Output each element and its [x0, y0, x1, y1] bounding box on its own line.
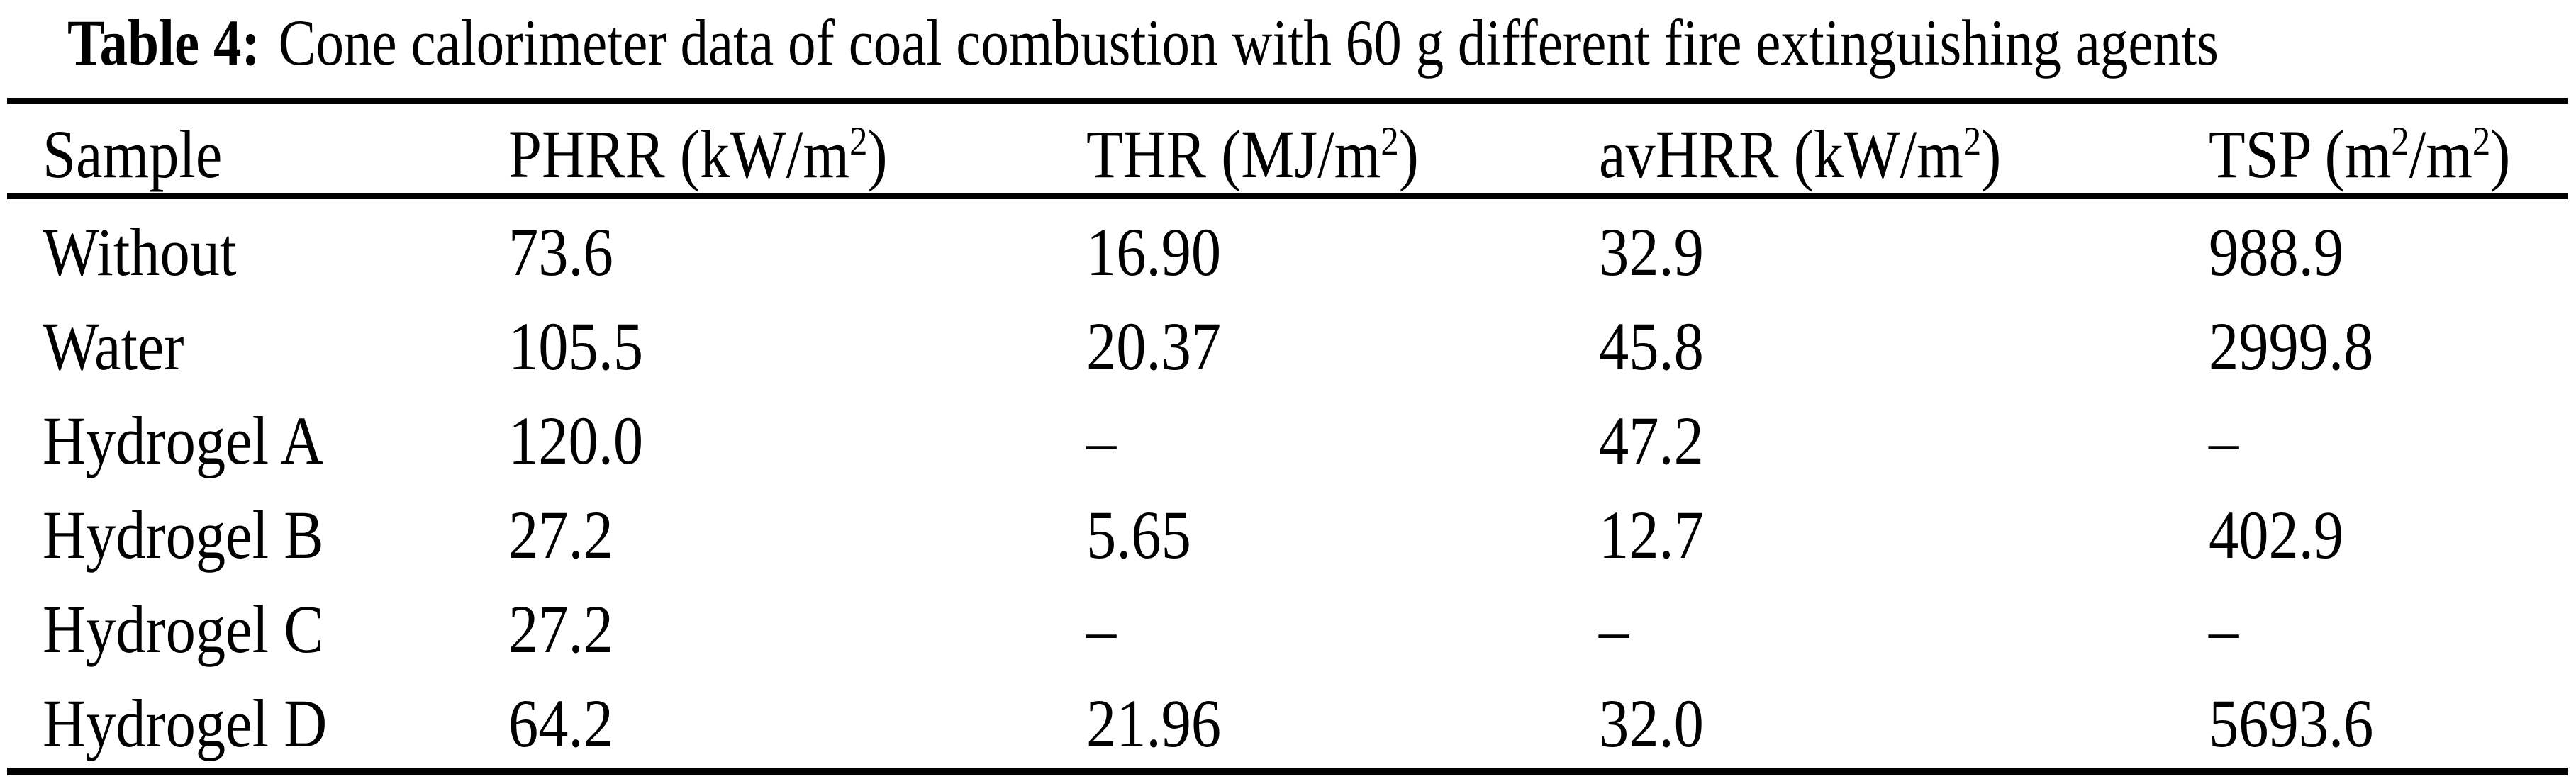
cell-sample: Water	[43, 308, 508, 385]
cell-sample: Hydrogel B	[43, 497, 508, 573]
column-header-thr-label: THR (MJ/m2)	[1086, 116, 1419, 192]
cell-tsp: 402.9	[2209, 497, 2576, 573]
column-header-phrr: PHRR (kW/m2)	[508, 116, 1086, 192]
cell-phrr: 64.2	[508, 688, 1086, 760]
cell-sample-value: Without	[43, 214, 237, 291]
cell-thr-value: 16.90	[1086, 214, 1222, 291]
cell-thr-value: –	[1086, 591, 1117, 668]
cell-phrr-value: 64.2	[508, 685, 613, 762]
cell-phrr: 105.5	[508, 308, 1086, 385]
cell-sample-value: Hydrogel D	[43, 685, 328, 762]
table-row: Hydrogel B 27.2 5.65 12.7 402.9	[43, 488, 2576, 583]
cell-tsp-value: –	[2209, 591, 2239, 668]
cell-phrr-value: 120.0	[508, 403, 644, 479]
cell-sample: Without	[43, 214, 508, 291]
cell-thr: 21.96	[1086, 688, 1599, 760]
cell-sample-value: Hydrogel C	[43, 591, 324, 668]
cell-sample: Hydrogel C	[43, 591, 508, 668]
cell-tsp-value: 5693.6	[2209, 685, 2374, 762]
table-header-rule	[7, 193, 2568, 199]
table-header-row: Sample PHRR (kW/m2) THR (MJ/m2) avHRR (k…	[43, 106, 2576, 193]
cell-avhrr-value: 45.8	[1599, 308, 1704, 385]
table-row: Hydrogel D 64.2 21.96 32.0 5693.6	[43, 677, 2576, 771]
column-header-tsp-label: TSP (m2/m2)	[2209, 116, 2511, 192]
cell-tsp-value: 988.9	[2209, 214, 2344, 291]
cell-tsp: 5693.6	[2209, 688, 2576, 760]
cell-avhrr: 32.0	[1599, 688, 2209, 760]
cell-phrr: 120.0	[508, 405, 1086, 477]
cell-thr: 5.65	[1086, 497, 1599, 573]
cell-thr: 16.90	[1086, 214, 1599, 291]
cell-tsp-value: 402.9	[2209, 497, 2344, 573]
table-row: Hydrogel C 27.2 – – –	[43, 583, 2576, 677]
cell-avhrr-value: 47.2	[1599, 403, 1704, 479]
table-caption-line: Table 4: Cone calorimeter data of coal co…	[67, 6, 2219, 79]
cell-phrr-value: 27.2	[508, 591, 613, 668]
cell-thr: 20.37	[1086, 308, 1599, 385]
cell-phrr: 73.6	[508, 214, 1086, 291]
cell-sample-value: Hydrogel B	[43, 497, 324, 573]
cell-tsp-value: 2999.8	[2209, 308, 2374, 385]
column-header-avhrr-label: avHRR (kW/m2)	[1599, 116, 2002, 192]
cell-tsp-value: –	[2209, 403, 2239, 479]
cell-thr: –	[1086, 591, 1599, 668]
cell-avhrr: 12.7	[1599, 497, 2209, 573]
cell-phrr-value: 27.2	[508, 497, 613, 573]
table-caption: Table 4: Cone calorimeter data of coal co…	[67, 6, 2569, 79]
table-body: Without 73.6 16.90 32.9 988.9 Water 105.…	[43, 206, 2576, 771]
column-header-sample: Sample	[43, 116, 508, 192]
cell-tsp: 988.9	[2209, 214, 2576, 291]
cell-tsp: –	[2209, 405, 2576, 477]
cell-tsp: –	[2209, 591, 2576, 668]
cell-sample: Hydrogel D	[43, 688, 508, 760]
table-row: Water 105.5 20.37 45.8 2999.8	[43, 300, 2576, 394]
cell-phrr: 27.2	[508, 591, 1086, 668]
table-row: Without 73.6 16.90 32.9 988.9	[43, 206, 2576, 300]
cell-sample: Hydrogel A	[43, 405, 508, 477]
cell-thr-value: 20.37	[1086, 308, 1222, 385]
cell-thr-value: –	[1086, 403, 1117, 479]
table-row: Hydrogel A 120.0 – 47.2 –	[43, 394, 2576, 488]
cell-avhrr: –	[1599, 591, 2209, 668]
cell-avhrr-value: –	[1599, 591, 1629, 668]
column-header-thr: THR (MJ/m2)	[1086, 116, 1599, 192]
cell-avhrr-value: 12.7	[1599, 497, 1704, 573]
cell-avhrr: 45.8	[1599, 308, 2209, 385]
cell-phrr-value: 73.6	[508, 214, 613, 291]
cell-thr-value: 5.65	[1086, 497, 1191, 573]
cell-phrr: 27.2	[508, 497, 1086, 573]
cell-avhrr-value: 32.9	[1599, 214, 1704, 291]
cell-phrr-value: 105.5	[508, 308, 644, 385]
cell-avhrr-value: 32.0	[1599, 685, 1704, 762]
column-header-sample-label: Sample	[43, 116, 223, 192]
table-caption-text: Cone calorimeter data of coal combustion…	[278, 6, 2219, 79]
table-caption-label: Table 4:	[67, 6, 260, 79]
table-bottom-rule	[7, 768, 2568, 775]
table-top-rule	[7, 98, 2568, 104]
column-header-phrr-label: PHRR (kW/m2)	[508, 116, 888, 192]
column-header-avhrr: avHRR (kW/m2)	[1599, 116, 2209, 192]
cell-thr: –	[1086, 405, 1599, 477]
cell-sample-value: Hydrogel A	[43, 403, 324, 479]
cell-tsp: 2999.8	[2209, 308, 2576, 385]
column-header-tsp: TSP (m2/m2)	[2209, 116, 2576, 192]
cell-avhrr: 47.2	[1599, 405, 2209, 477]
cell-thr-value: 21.96	[1086, 685, 1222, 762]
cell-sample-value: Water	[43, 308, 184, 385]
cell-avhrr: 32.9	[1599, 214, 2209, 291]
